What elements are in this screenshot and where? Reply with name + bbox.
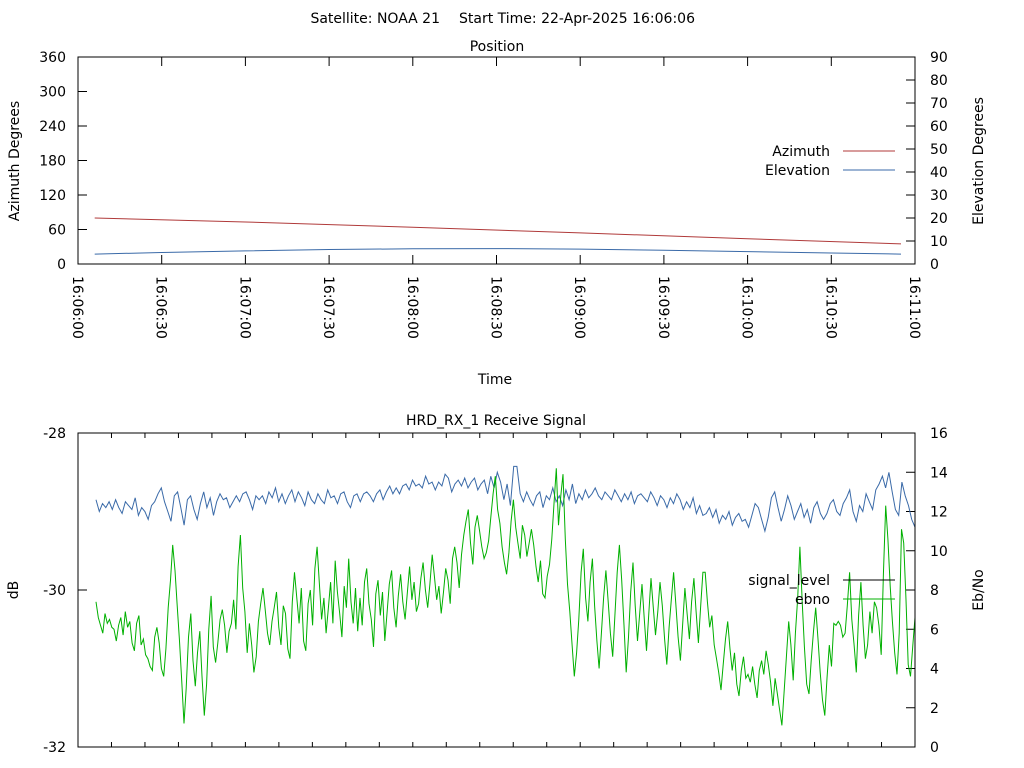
x-tick-label: 16:07:00 — [236, 276, 252, 339]
y2-tick-label: 20 — [930, 211, 948, 227]
position-plot-frame — [77, 56, 916, 265]
legend-label-signal-level: signal_level — [748, 573, 830, 589]
y2-tick-label: 6 — [930, 622, 939, 638]
y2-tick-label: 8 — [930, 583, 939, 599]
y-tick-label: -30 — [43, 583, 66, 599]
x-tick-label: 16:08:30 — [488, 276, 504, 339]
start-time-label: Start Time: 22-Apr-2025 16:06:06 — [459, 11, 695, 27]
y2-tick-label: 40 — [930, 165, 948, 181]
y-tick-label: 60 — [48, 223, 66, 239]
x-tick-label: 16:10:30 — [822, 276, 838, 339]
y2-tick-label: 50 — [930, 142, 948, 158]
y2-tick-label: 12 — [930, 505, 948, 521]
x-tick-label: 16:10:00 — [739, 276, 755, 339]
y2-tick-label: 30 — [930, 188, 948, 204]
y2-tick-label: 4 — [930, 662, 939, 678]
y2-tick-label: 70 — [930, 96, 948, 112]
position-ylabel: Azimuth Degrees — [7, 101, 23, 221]
legend-label-elevation: Elevation — [765, 163, 830, 179]
trace-line-0 — [95, 465, 916, 534]
legend-label-azimuth: Azimuth — [772, 144, 830, 160]
y-tick-label: 0 — [57, 257, 66, 273]
y2-tick-label: 16 — [930, 426, 948, 442]
x-tick-label: 16:09:00 — [571, 276, 587, 339]
y2-tick-label: 10 — [930, 234, 948, 250]
y-tick-label: 180 — [39, 154, 66, 170]
y2-tick-label: 0 — [930, 740, 939, 756]
y2-tick-label: 0 — [930, 257, 939, 273]
signal-legend: signal_level ebno — [748, 573, 895, 608]
x-tick-label: 16:06:00 — [69, 276, 85, 339]
position-xlabel: Time — [477, 372, 512, 388]
trace-line-1 — [95, 468, 916, 726]
legend-label-ebno: ebno — [795, 592, 830, 608]
series-line-azimuth — [94, 217, 902, 245]
receive-signal-plot: HRD_RX_1 Receive Signal dB Eb/No -32 -30 -… — [6, 413, 987, 756]
y2-tick-label: 10 — [930, 544, 948, 560]
signal-plot-frame — [77, 432, 916, 748]
position-title: Position — [470, 39, 525, 55]
position-y2label: Elevation Degrees — [971, 97, 987, 225]
position-legend: Azimuth Elevation — [765, 144, 895, 179]
signal-title: HRD_RX_1 Receive Signal — [406, 413, 586, 429]
y-tick-label: 240 — [39, 119, 66, 135]
signal-y2label: Eb/No — [971, 569, 987, 611]
series-line-elevation — [94, 248, 902, 255]
y2-tick-label: 80 — [930, 73, 948, 89]
y-tick-label: 300 — [39, 85, 66, 101]
x-tick-label: 16:06:30 — [153, 276, 169, 339]
y2-tick-label: 14 — [930, 465, 948, 481]
y2-tick-label: 2 — [930, 701, 939, 717]
y2-tick-label: 90 — [930, 50, 948, 66]
y-tick-label: -28 — [43, 426, 66, 442]
satellite-label: Satellite: NOAA 21 — [310, 11, 440, 27]
x-tick-label: 16:11:00 — [906, 276, 922, 339]
position-plot: Position Time Azimuth Degrees Elevation … — [7, 39, 987, 388]
x-tick-label: 16:09:30 — [655, 276, 671, 339]
y2-tick-label: 60 — [930, 119, 948, 135]
x-tick-label: 16:07:30 — [320, 276, 336, 339]
y-tick-label: 120 — [39, 188, 66, 204]
y-tick-label: -32 — [43, 740, 66, 756]
y-tick-label: 360 — [39, 50, 66, 66]
signal-ylabel: dB — [6, 581, 22, 600]
x-tick-label: 16:08:00 — [404, 276, 420, 339]
